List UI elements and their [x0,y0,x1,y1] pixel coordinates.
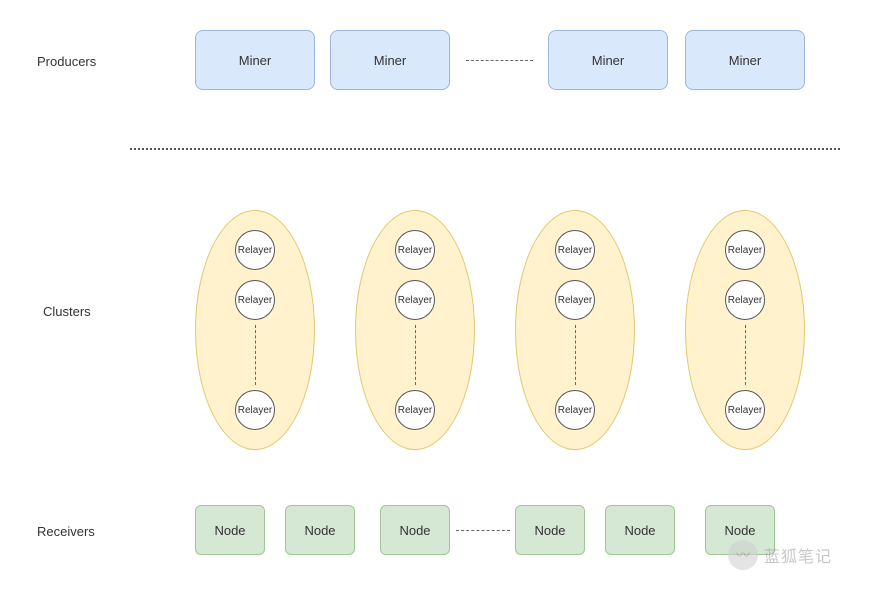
node-box: Node [515,505,585,555]
node-box: Node [285,505,355,555]
watermark-avatar-icon: 〰 [728,540,758,570]
label-receivers: Receivers [37,524,95,539]
label-clusters: Clusters [43,304,91,319]
node-box: Node [605,505,675,555]
relayer-node: Relayer [395,230,435,270]
relayer-node: Relayer [725,280,765,320]
relayer-node: Relayer [555,280,595,320]
miner-box: Miner [195,30,315,90]
producers-ellipsis [466,60,533,61]
dotted-divider [130,148,840,150]
receivers-ellipsis [456,530,510,531]
relayer-node: Relayer [725,230,765,270]
cluster-ellipsis [575,325,576,385]
cluster-ellipsis [255,325,256,385]
relayer-node: Relayer [395,390,435,430]
relayer-node: Relayer [555,230,595,270]
cluster-ellipsis [415,325,416,385]
label-producers: Producers [37,54,96,69]
cluster-ellipsis [745,325,746,385]
relayer-node: Relayer [395,280,435,320]
watermark-text: 蓝狐笔记 [764,543,832,567]
node-box: Node [195,505,265,555]
miner-box: Miner [548,30,668,90]
relayer-node: Relayer [555,390,595,430]
miner-box: Miner [330,30,450,90]
relayer-node: Relayer [235,390,275,430]
relayer-node: Relayer [725,390,765,430]
watermark: 〰 蓝狐笔记 [728,540,832,570]
miner-box: Miner [685,30,805,90]
node-box: Node [380,505,450,555]
relayer-node: Relayer [235,230,275,270]
relayer-node: Relayer [235,280,275,320]
